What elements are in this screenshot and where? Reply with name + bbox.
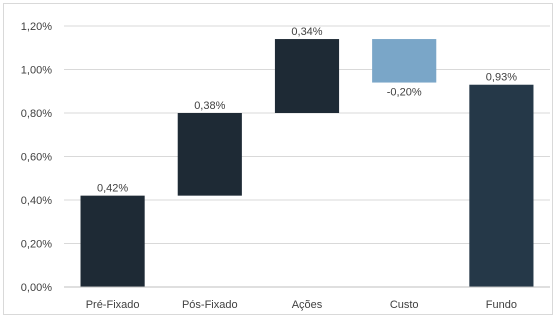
bar-4: [469, 84, 534, 287]
y-tick-label: 1,00%: [21, 65, 52, 77]
x-category-label: Pré-Fixado: [86, 299, 140, 311]
data-label: 0,34%: [291, 26, 322, 38]
data-label: -0,20%: [387, 87, 422, 99]
y-tick-label: 0,80%: [21, 108, 52, 120]
y-tick-label: 0,60%: [21, 152, 52, 164]
y-axis-tick-labels: 0,00% 0,20% 0,40% 0,60% 0,80% 1,00% 1,20%: [21, 21, 52, 294]
x-category-label: Fundo: [486, 299, 517, 311]
data-labels: 0,42% 0,38% 0,34% -0,20% 0,93%: [97, 26, 517, 195]
waterfall-chart: 0,00% 0,20% 0,40% 0,60% 0,80% 1,00% 1,20% 0,42…: [21, 21, 550, 311]
bars: [80, 39, 534, 287]
y-tick-label: 0,20%: [21, 239, 52, 251]
data-label: 0,93%: [486, 72, 517, 84]
bar-1: [177, 113, 242, 196]
x-category-label: Ações: [292, 299, 323, 311]
x-category-label: Custo: [390, 299, 419, 311]
data-label: 0,38%: [194, 100, 225, 112]
x-category-label: Pós-Fixado: [182, 299, 238, 311]
y-tick-label: 0,00%: [21, 282, 52, 294]
bar-2: [274, 39, 340, 113]
bar-3: [372, 39, 437, 83]
x-axis-category-labels: Pré-Fixado Pós-Fixado Ações Custo Fundo: [86, 299, 517, 311]
y-tick-label: 0,40%: [21, 195, 52, 207]
chart-frame: 0,00% 0,20% 0,40% 0,60% 0,80% 1,00% 1,20% 0,42…: [3, 3, 553, 315]
y-tick-label: 1,20%: [21, 21, 52, 33]
bar-0: [80, 195, 145, 287]
data-label: 0,42%: [97, 183, 128, 195]
